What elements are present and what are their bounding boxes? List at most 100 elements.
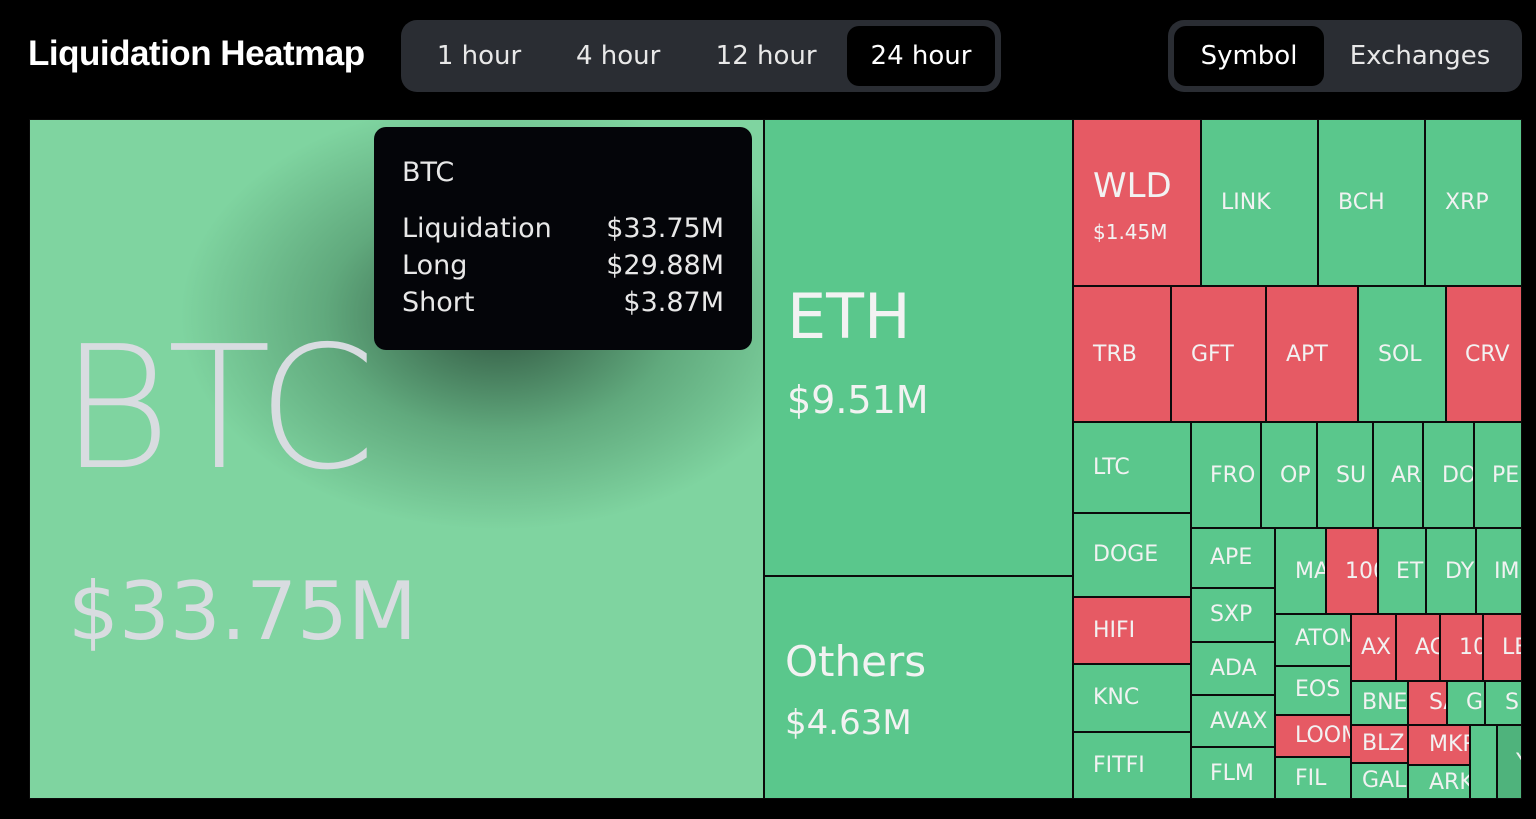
tile-im[interactable]: IM [1476,528,1522,614]
tile-trb[interactable]: TRB [1073,286,1171,422]
tile-ar[interactable]: AR [1373,422,1423,528]
tile-knc[interactable]: KNC [1073,664,1191,732]
tile-small-1[interactable] [1470,725,1497,799]
tile-symbol: AR [1391,463,1422,488]
tile-symbol: APE [1210,545,1253,570]
tooltip-label: Long [402,250,468,281]
tile-symbol: SOL [1378,342,1422,367]
tile-100[interactable]: 100 [1326,528,1378,614]
tile-sa[interactable]: SA [1408,681,1447,725]
tile-hifi[interactable]: HIFI [1073,597,1191,664]
tile-atom[interactable]: ATOM [1275,614,1351,666]
tile-ys[interactable]: Y [1497,725,1522,799]
tile-ark[interactable]: ARK [1408,765,1470,799]
tile-symbol: ARK [1429,770,1470,795]
tile-op[interactable]: OP [1261,422,1317,528]
tile-wld[interactable]: WLD $1.45M [1073,119,1201,286]
tile-g[interactable]: G [1447,681,1485,725]
tile-symbol: GFT [1191,342,1234,367]
tab-1-hour[interactable]: 1 hour [436,41,522,71]
time-range-selector: 1 hour 4 hour 12 hour 24 hour [401,20,1001,92]
tooltip-row-liquidation: Liquidation $33.75M [402,210,724,247]
tile-pe[interactable]: PE [1474,422,1522,528]
tile-value: $4.63M [785,703,912,743]
tile-fil[interactable]: FIL [1275,757,1351,799]
tab-24-hour[interactable]: 24 hour [847,26,995,86]
tile-ada[interactable]: ADA [1191,642,1275,695]
tile-crv[interactable]: CRV [1446,286,1522,422]
tile-symbol: LE [1502,635,1521,660]
tile-le[interactable]: LE [1483,614,1522,681]
tile-do[interactable]: DO [1423,422,1474,528]
tile-fro[interactable]: FRO [1191,422,1261,528]
tile-symbol: ET [1396,559,1424,584]
tile-fitfi[interactable]: FITFI [1073,732,1191,799]
tile-symbol: Y [1516,750,1521,775]
tile-symbol: ATOM [1295,626,1350,651]
tile-ac[interactable]: AC [1396,614,1440,681]
tile-ltc[interactable]: LTC [1073,422,1191,513]
tile-bnb[interactable]: BNE [1351,681,1408,725]
tile-symbol: FITFI [1093,753,1145,778]
tile-symbol: ETH [787,280,911,353]
tile-avax[interactable]: AVAX [1191,695,1275,747]
tile-apt[interactable]: APT [1266,286,1358,422]
tile-symbol: SA [1429,690,1446,715]
tile-loom[interactable]: LOOM [1275,715,1351,757]
tile-10[interactable]: 10 [1440,614,1483,681]
tile-symbol: HIFI [1093,618,1136,643]
tile-others[interactable]: Others $4.63M [764,576,1073,799]
tile-s[interactable]: S [1485,681,1522,725]
tile-eos[interactable]: EOS [1275,666,1351,715]
tile-symbol: GAL [1362,768,1407,793]
tile-value: $1.45M [1093,220,1168,244]
tab-symbol[interactable]: Symbol [1174,26,1324,86]
page-title: Liquidation Heatmap [28,34,365,73]
tile-gal[interactable]: GAL [1351,763,1408,799]
tile-gft[interactable]: GFT [1171,286,1266,422]
tab-exchanges[interactable]: Exchanges [1349,41,1491,71]
tile-sxp[interactable]: SXP [1191,588,1275,642]
tile-symbol: Others [785,637,927,686]
tile-symbol: XRP [1445,190,1489,215]
tile-symbol: EOS [1295,677,1341,702]
tile-symbol: LTC [1093,455,1130,480]
tile-link[interactable]: LINK [1201,119,1318,286]
tooltip: BTC Liquidation $33.75M Long $29.88M Sho… [374,127,752,350]
tile-symbol: MA [1295,559,1326,584]
tile-su[interactable]: SU [1317,422,1373,528]
tile-symbol: BTC [60,310,376,508]
tooltip-title: BTC [402,157,455,188]
tile-symbol: DO [1442,463,1474,488]
tile-ax[interactable]: AX [1351,614,1396,681]
tooltip-label: Short [402,287,475,318]
tile-blz[interactable]: BLZ [1351,725,1408,763]
view-mode-selector: Symbol Exchanges [1168,20,1522,92]
tile-symbol: 100 [1345,559,1377,584]
tile-symbol: PE [1492,463,1520,488]
tile-symbol: SXP [1210,602,1253,627]
tile-ma[interactable]: MA [1275,528,1326,614]
tile-symbol: AC [1415,635,1439,660]
tile-et[interactable]: ET [1378,528,1426,614]
tile-symbol: WLD [1093,166,1172,206]
tile-symbol: IM [1494,559,1520,584]
tile-ape[interactable]: APE [1191,528,1275,588]
tile-symbol: S [1505,690,1519,715]
tooltip-value: $33.75M [606,213,724,244]
tile-dy[interactable]: DY [1426,528,1476,614]
tile-bch[interactable]: BCH [1318,119,1425,286]
tile-symbol: AX [1361,635,1392,660]
tile-doge[interactable]: DOGE [1073,513,1191,597]
tooltip-label: Liquidation [402,213,552,244]
tab-12-hour[interactable]: 12 hour [715,41,817,71]
tile-symbol: OP [1280,463,1311,488]
tile-mkr[interactable]: MKR [1408,725,1470,765]
tile-symbol: SU [1336,463,1367,488]
tile-eth[interactable]: ETH $9.51M [764,119,1073,576]
tile-xrp[interactable]: XRP [1425,119,1522,286]
tile-symbol: KNC [1093,685,1140,710]
tile-sol[interactable]: SOL [1358,286,1446,422]
tab-4-hour[interactable]: 4 hour [575,41,661,71]
tile-flm[interactable]: FLM [1191,747,1275,799]
